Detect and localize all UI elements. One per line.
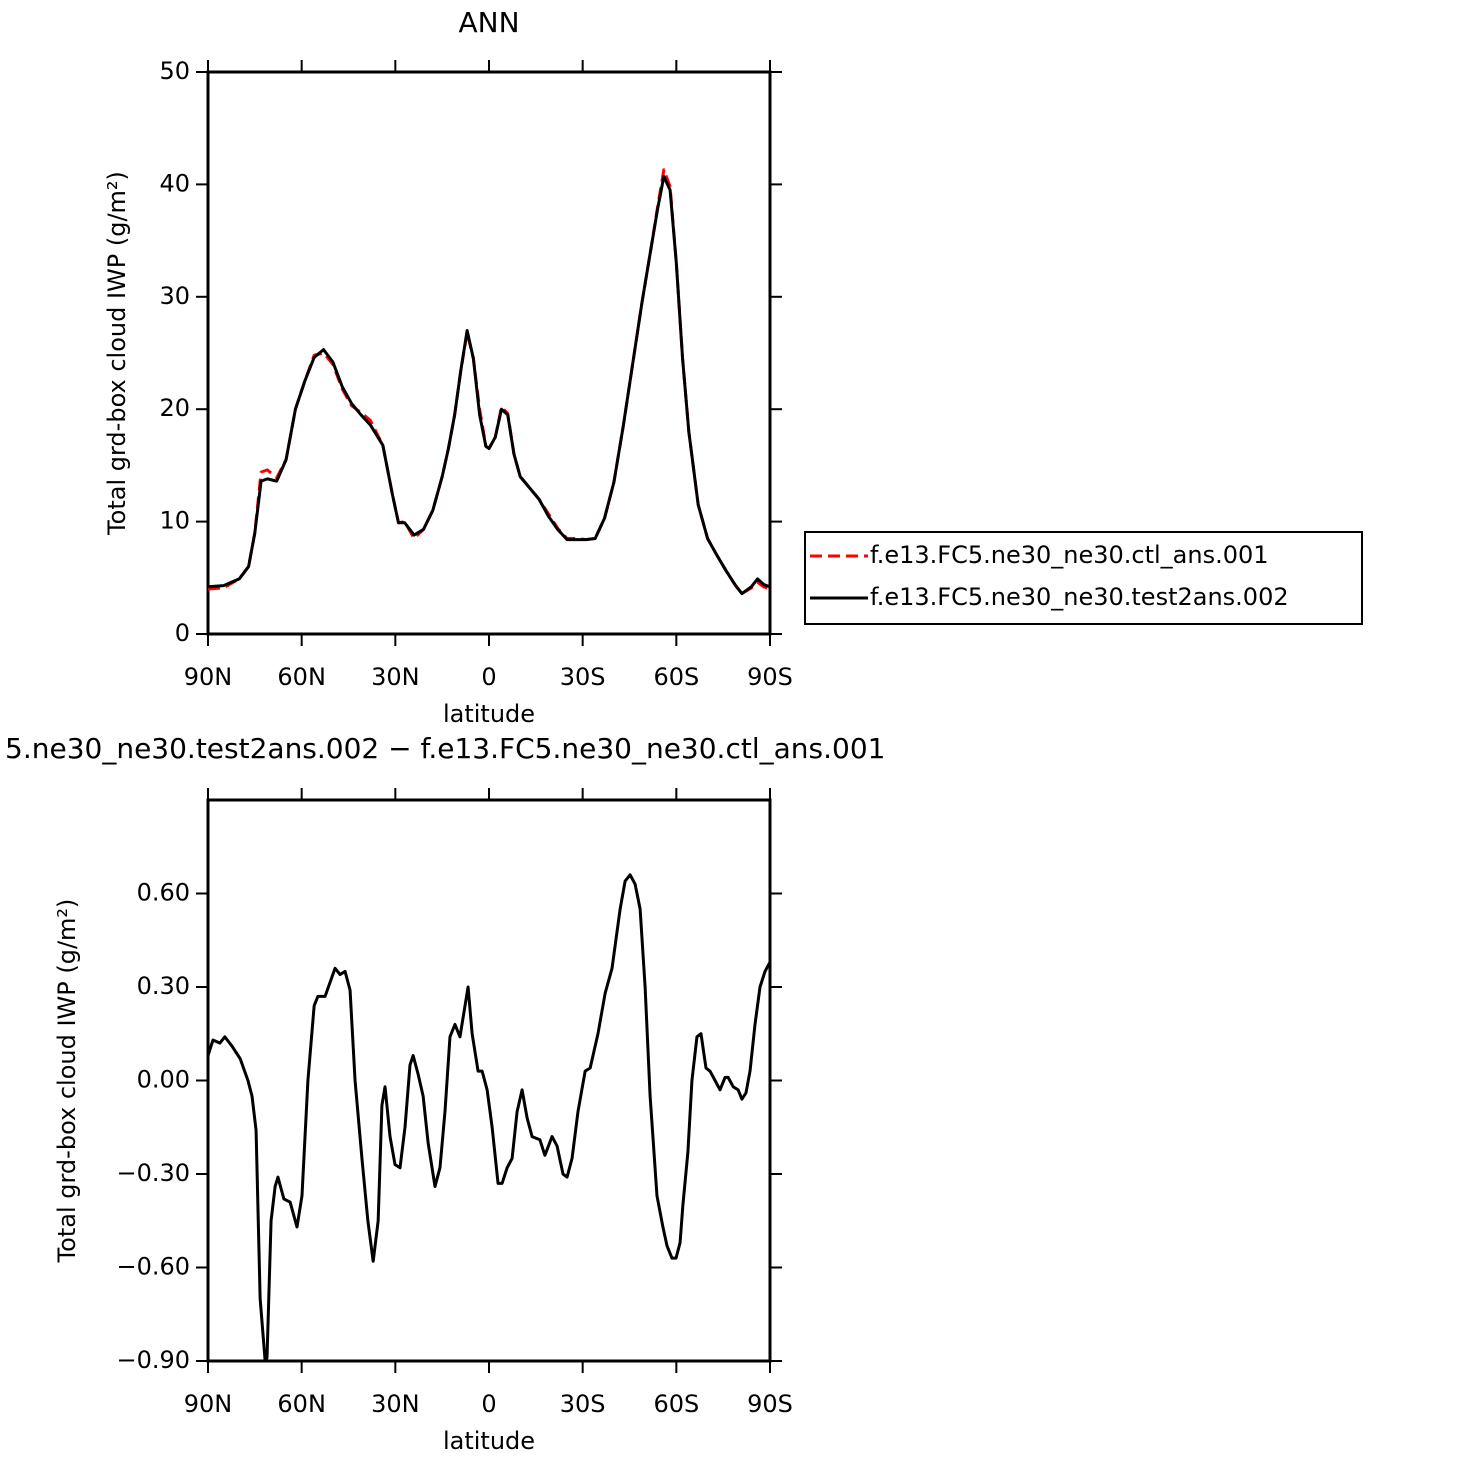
chart-title: ANN xyxy=(458,6,519,39)
x-tick-label: 30S xyxy=(560,1390,606,1418)
y-tick-label: 30 xyxy=(159,282,190,310)
y-tick-label: 0.00 xyxy=(137,1066,190,1094)
x-tick-label: 30N xyxy=(371,1390,420,1418)
x-tick-label: 90S xyxy=(747,1390,793,1418)
y-tick-label: 0.30 xyxy=(137,972,190,1000)
x-tick-label: 0 xyxy=(481,663,496,691)
legend-label: f.e13.FC5.ne30_ne30.ctl_ans.001 xyxy=(870,541,1269,569)
x-tick-label: 60N xyxy=(277,1390,326,1418)
plot-frame xyxy=(206,798,772,1363)
y-tick-label: 20 xyxy=(159,394,190,422)
y-axis-label: Total grd-box cloud IWP (g/m²) xyxy=(53,899,81,1264)
chart-title: 5.ne30_ne30.test2ans.002 − f.e13.FC5.ne3… xyxy=(5,732,885,765)
x-tick-label: 90N xyxy=(184,1390,233,1418)
x-tick-label: 90N xyxy=(184,663,233,691)
legend-box xyxy=(804,531,1363,625)
x-tick-label: 60S xyxy=(653,663,699,691)
x-tick-label: 30N xyxy=(371,663,420,691)
x-axis-label: latitude xyxy=(443,1427,535,1455)
data-line xyxy=(207,175,771,596)
y-tick-label: 40 xyxy=(159,169,190,197)
y-tick-label: −0.90 xyxy=(116,1346,190,1374)
x-tick-label: 60S xyxy=(653,1390,699,1418)
data-line xyxy=(206,873,772,1363)
legend-label: f.e13.FC5.ne30_ne30.test2ans.002 xyxy=(870,583,1289,611)
y-axis-label: Total grd-box cloud IWP (g/m²) xyxy=(103,171,131,536)
x-tick-label: 90S xyxy=(747,663,793,691)
y-tick-label: 0.60 xyxy=(137,879,190,907)
plot-frame xyxy=(206,70,772,636)
x-tick-label: 0 xyxy=(481,1390,496,1418)
y-tick-label: 0 xyxy=(175,619,190,647)
y-tick-label: −0.60 xyxy=(116,1253,190,1281)
x-axis-label: latitude xyxy=(443,700,535,728)
x-tick-label: 60N xyxy=(277,663,326,691)
y-tick-label: 50 xyxy=(159,57,190,85)
y-tick-label: −0.30 xyxy=(116,1159,190,1187)
y-tick-label: 10 xyxy=(159,507,190,535)
x-tick-label: 30S xyxy=(560,663,606,691)
